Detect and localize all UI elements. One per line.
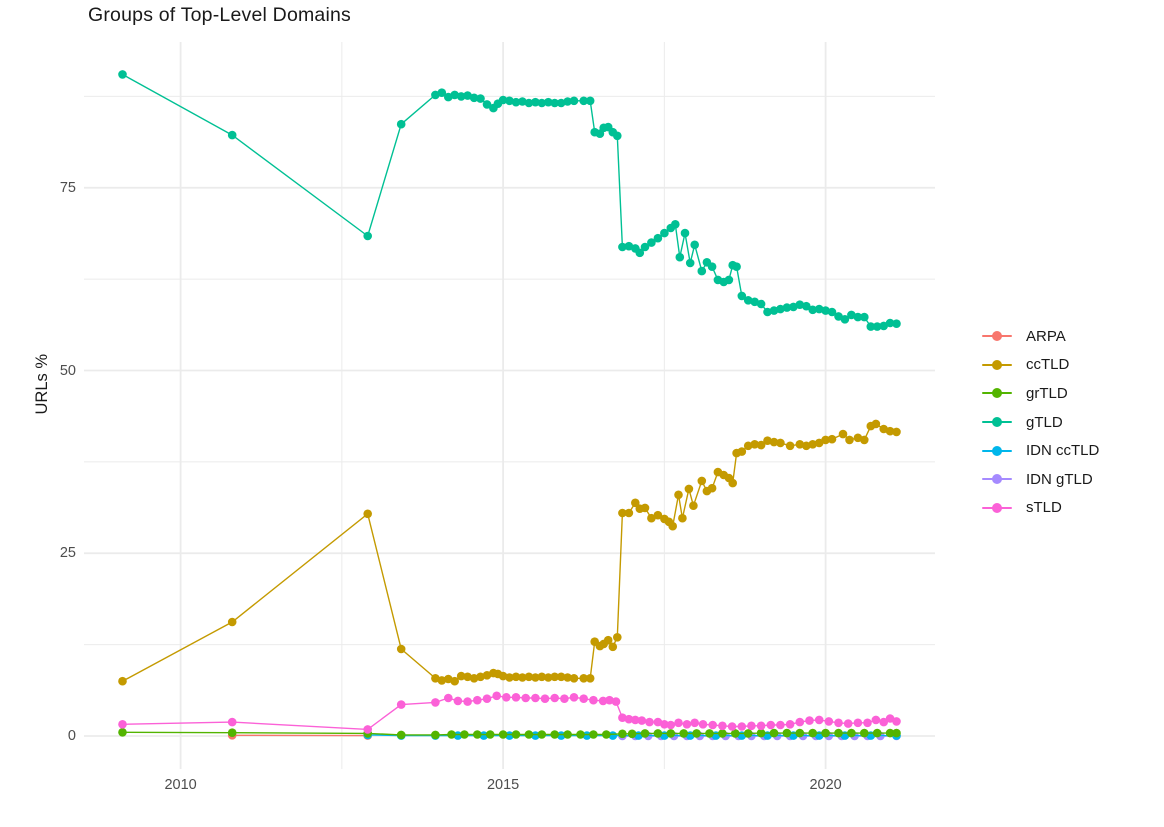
chart-title: Groups of Top-Level Domains <box>88 4 352 26</box>
legend-key-swatch <box>982 327 1012 345</box>
legend-item-cctld: ccTLD <box>982 351 1099 380</box>
series-gtld <box>118 70 901 331</box>
legend-label: IDN ccTLD <box>1026 442 1100 460</box>
series-grtld <box>118 728 901 740</box>
legend-key-swatch <box>982 413 1012 431</box>
legend-item-grtld: grTLD <box>982 379 1099 408</box>
y-tick-label-25: 25 <box>59 545 76 562</box>
y-tick-label-75: 75 <box>59 179 76 196</box>
legend-item-gtld: gTLD <box>982 408 1099 437</box>
legend-label: IDN gTLD <box>1026 470 1093 488</box>
legend-label: ccTLD <box>1026 356 1070 374</box>
legend-key-swatch <box>982 356 1012 374</box>
legend-item-stld: sTLD <box>982 494 1099 523</box>
legend-label: sTLD <box>1026 499 1062 517</box>
legend-label: gTLD <box>1026 413 1063 431</box>
y-tick-label-0: 0 <box>67 728 76 744</box>
legend-key-swatch <box>982 499 1012 517</box>
legend-key-swatch <box>982 470 1012 488</box>
legend-key-swatch <box>982 384 1012 402</box>
legend-label: ARPA <box>1026 327 1066 345</box>
x-tick-label-2010: 2010 <box>164 777 197 793</box>
x-tick-label-2020: 2020 <box>809 777 842 793</box>
x-tick-label-2015: 2015 <box>486 777 520 793</box>
legend: ARPA ccTLD grTLD gTLD IDN ccTLD IDN gTLD sTLD <box>982 322 1099 522</box>
legend-item-idn-cctld: IDN ccTLD <box>982 436 1099 465</box>
series-cctld <box>118 419 901 686</box>
legend-item-arpa: ARPA <box>982 322 1099 351</box>
y-tick-label-50: 50 <box>59 362 76 379</box>
legend-label: grTLD <box>1026 384 1068 402</box>
series-stld <box>118 691 901 734</box>
legend-item-idn-gtld: IDN gTLD <box>982 465 1099 494</box>
legend-key-swatch <box>982 442 1012 460</box>
